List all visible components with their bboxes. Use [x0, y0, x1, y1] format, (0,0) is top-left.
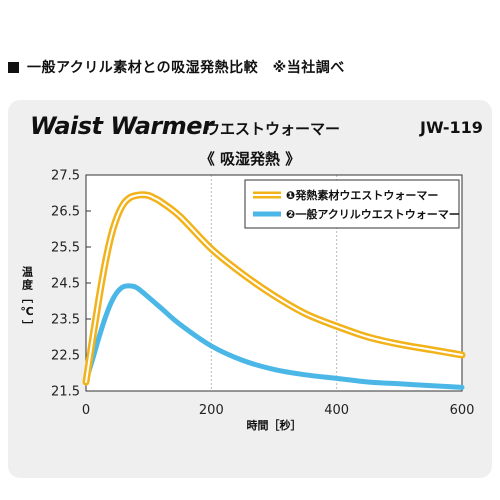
x-axis-title: 時間［秒］	[247, 418, 302, 432]
model-number: JW-119	[420, 118, 483, 137]
y-axis-title: 温度［℃］	[20, 265, 33, 333]
black-square-icon	[8, 61, 19, 73]
series-2-line	[83, 283, 465, 390]
heading-text: 一般アクリル素材との吸湿発熱比較 ※当社調べ	[27, 60, 345, 76]
y-tick-label: 22.5	[51, 349, 80, 364]
legend-label-series-1: ❶発熱素材ウエストウォーマー	[286, 188, 438, 202]
y-tick-label: 27.5	[51, 169, 80, 184]
product-name: Waist Warmer	[30, 112, 214, 140]
x-tick-label: 400	[324, 403, 349, 418]
chart-heading: 一般アクリル素材との吸湿発熱比較 ※当社調べ	[8, 56, 345, 78]
y-tick-label: 21.5	[51, 385, 80, 400]
x-tick-label: 200	[199, 403, 224, 418]
legend-label-series-2: ❷一般アクリルウエストウォーマー	[286, 207, 460, 221]
chart-title: 《 吸湿発熱 》	[199, 150, 301, 168]
y-tick-label: 24.5	[51, 277, 80, 292]
x-tick-label: 0	[82, 403, 90, 418]
series-1-line-inner	[85, 193, 463, 383]
y-tick-label: 25.5	[51, 241, 80, 256]
y-tick-label: 26.5	[51, 205, 80, 220]
product-subname: ウエストウォーマー	[205, 120, 341, 138]
x-tick-label: 600	[450, 403, 475, 418]
legend-box	[244, 179, 460, 229]
y-tick-label: 23.5	[51, 313, 80, 328]
